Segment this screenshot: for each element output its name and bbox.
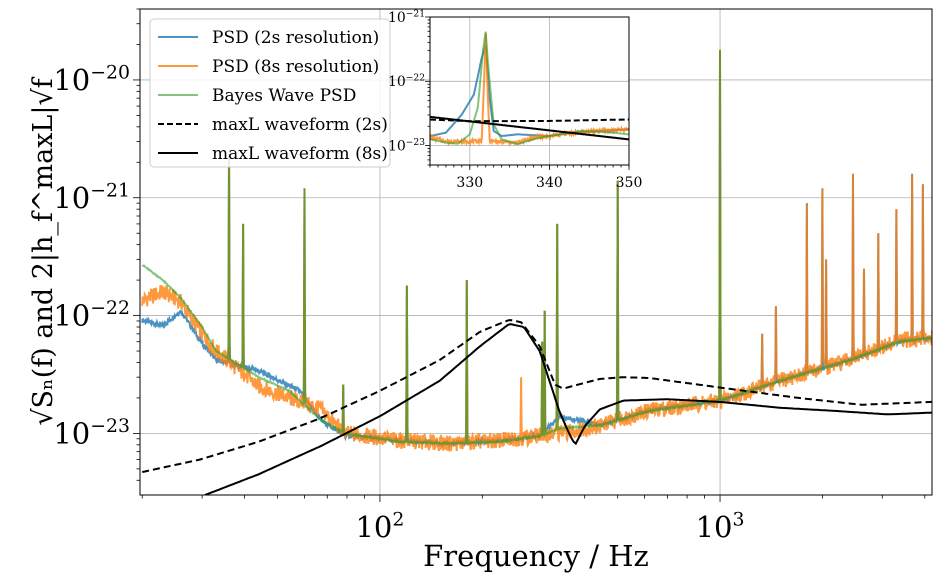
legend-entry: maxL waveform (8s)	[158, 144, 388, 164]
tick-exponent: −21	[90, 180, 130, 201]
inset-plot-lines	[430, 31, 629, 148]
tick-exponent: −22	[90, 298, 130, 319]
tick-base: 10	[696, 510, 733, 544]
y-tick-label: 10−22	[53, 298, 130, 333]
legend-box	[149, 18, 391, 168]
legend-entry: maxL waveform (2s)	[158, 115, 388, 135]
inset-series-line-3	[430, 118, 629, 123]
legend-label: PSD (8s resolution)	[212, 57, 379, 77]
tick-base: 10	[53, 181, 90, 215]
tick-exponent: −23	[406, 138, 425, 148]
y-tick-label: 10−23	[53, 416, 130, 451]
series-line-4	[204, 323, 932, 495]
tick-exponent: −22	[406, 74, 425, 84]
legend-entry: PSD (2s resolution)	[158, 28, 379, 48]
inset-series-line-4	[430, 115, 629, 141]
y-tick-label: 10−23	[388, 138, 425, 155]
tick-exponent: 3	[732, 509, 744, 530]
tick-base: 10	[53, 417, 90, 451]
y-axis-label: √Sₙ(f) and 2|h_f^maxL|√f	[28, 76, 59, 425]
x-tick-label: 340	[536, 175, 563, 191]
legend-label: maxL waveform (2s)	[212, 115, 388, 135]
inset-series-line-2	[430, 31, 629, 146]
x-tick-label: 330	[456, 175, 483, 191]
y-tick-label: 10−22	[388, 74, 425, 91]
legend-label: Bayes Wave PSD	[212, 86, 356, 106]
tick-exponent: −21	[406, 9, 425, 19]
inset-series-line-1	[430, 32, 629, 148]
x-axis-label: Frequency / Hz	[423, 539, 649, 573]
tick-exponent: −20	[90, 62, 130, 83]
y-tick-label: 10−20	[53, 62, 130, 97]
x-tick-label: 350	[616, 175, 643, 191]
series-line-3	[142, 319, 932, 473]
x-tick-label: 102	[355, 509, 404, 544]
y-tick-label: 10−21	[53, 180, 130, 215]
tick-base: 10	[53, 299, 90, 333]
legend-entry: PSD (8s resolution)	[158, 57, 379, 77]
tick-base: 10	[388, 139, 406, 155]
main-axes-frame	[139, 8, 933, 496]
tick-base: 10	[388, 74, 406, 90]
legend-entry: Bayes Wave PSD	[158, 86, 356, 106]
tick-exponent: −23	[90, 416, 130, 437]
y-tick-label: 10−21	[388, 9, 425, 26]
legend-label: maxL waveform (8s)	[212, 144, 388, 164]
tick-base: 10	[355, 510, 392, 544]
tick-exponent: 2	[392, 509, 404, 530]
tick-base: 10	[53, 63, 90, 97]
legend-label: PSD (2s resolution)	[212, 28, 379, 48]
x-tick-label: 103	[696, 509, 745, 544]
main-plot-lines	[141, 49, 932, 495]
legend: PSD (2s resolution) PSD (8s resolution) Ba…	[149, 18, 391, 168]
series-line-2	[141, 49, 932, 446]
tick-base: 10	[388, 10, 406, 26]
